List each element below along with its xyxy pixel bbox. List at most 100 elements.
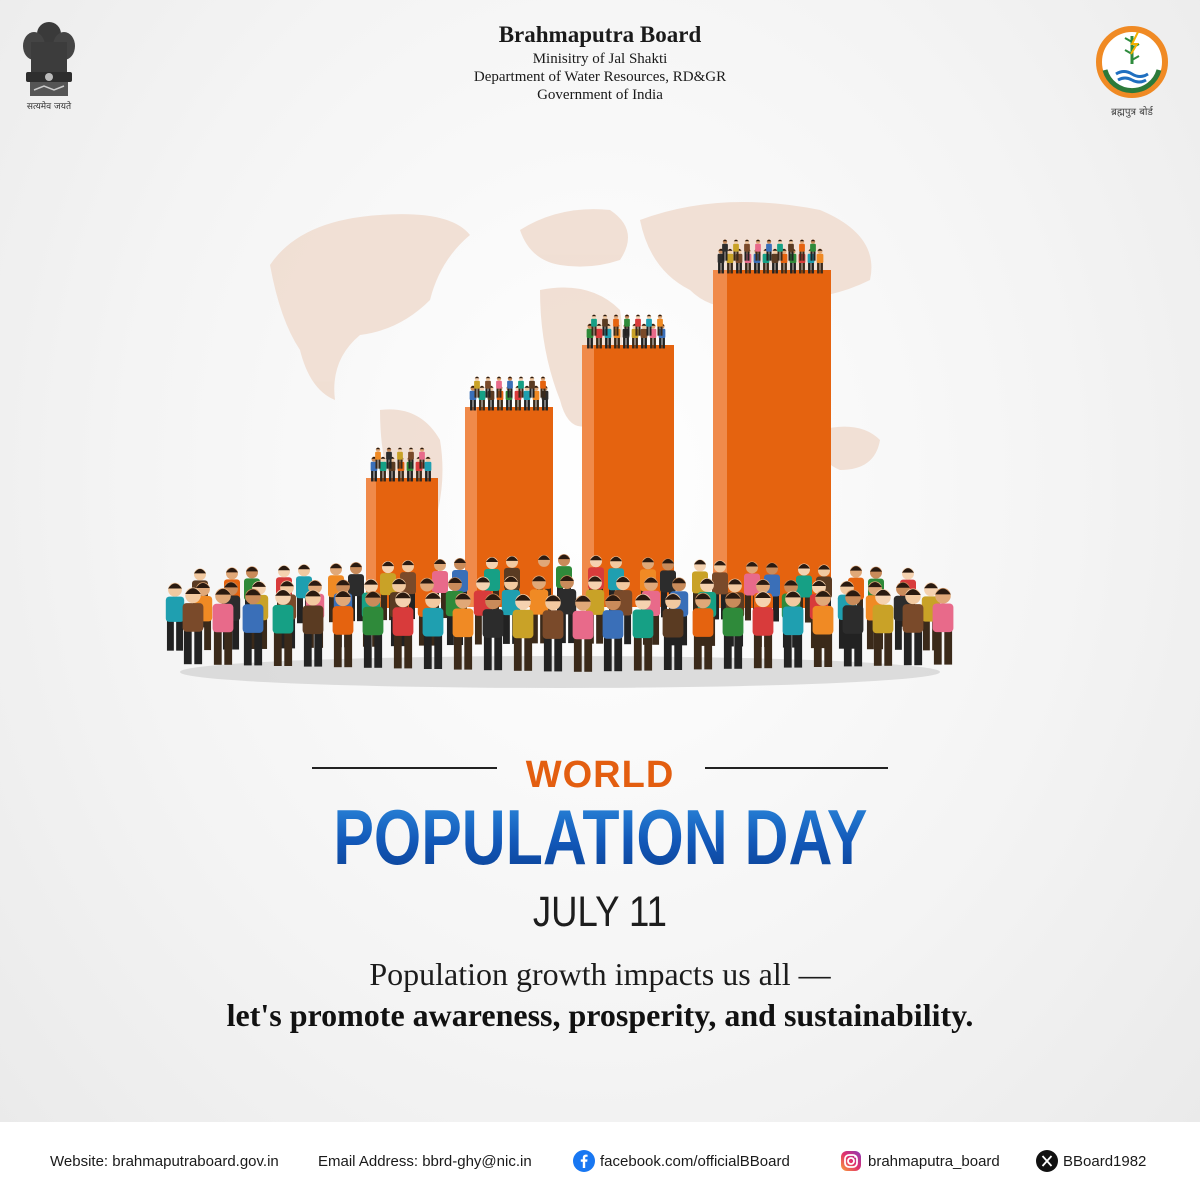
logo-caption: ब्रह्मपुत्र बोर्ड bbox=[1111, 107, 1153, 118]
divider-left bbox=[312, 767, 497, 769]
person-figure bbox=[812, 590, 834, 667]
bar-1-shade bbox=[366, 478, 376, 608]
person-figure bbox=[474, 376, 480, 398]
person-figure bbox=[518, 376, 524, 398]
person-figure bbox=[424, 456, 432, 482]
person-figure bbox=[755, 239, 761, 261]
person-figure bbox=[542, 594, 564, 672]
person-figure bbox=[478, 385, 486, 411]
bar-2-shade bbox=[465, 407, 477, 607]
population-illustration bbox=[165, 202, 954, 688]
person-figure bbox=[419, 447, 425, 469]
person-figure bbox=[165, 582, 185, 651]
person-figure bbox=[764, 562, 780, 622]
tagline-line-1: Population growth impacts us all — bbox=[369, 956, 831, 992]
person-figure bbox=[788, 239, 794, 261]
person-figure bbox=[507, 376, 513, 398]
world-label: WORLD bbox=[525, 754, 675, 796]
population-day-headline: POPULATION DAY bbox=[332, 793, 868, 881]
emblem-caption: सत्यमेव जयते bbox=[26, 102, 72, 112]
person-figure bbox=[591, 314, 597, 336]
person-figure bbox=[872, 589, 894, 666]
person-figure bbox=[717, 248, 725, 274]
person-figure bbox=[572, 595, 594, 672]
person-figure bbox=[902, 588, 924, 666]
person-figure bbox=[362, 591, 384, 668]
person-figure bbox=[422, 592, 444, 669]
date-wrap: JULY 11 bbox=[0, 888, 1200, 936]
tagline-line-2: let's promote awareness, prosperity, and… bbox=[226, 997, 974, 1033]
government-line: Government of India bbox=[537, 87, 663, 103]
person-figure bbox=[242, 588, 264, 666]
person-figure bbox=[657, 314, 663, 336]
person-figure bbox=[932, 587, 954, 665]
person-figure bbox=[733, 239, 739, 261]
department-line: Department of Water Resources, RD&GR bbox=[473, 69, 727, 85]
person-figure bbox=[392, 591, 414, 669]
bar-4 bbox=[713, 270, 831, 608]
headline-wrap: POPULATION DAY bbox=[0, 794, 1200, 880]
national-emblem-icon bbox=[23, 22, 75, 96]
person-figure bbox=[752, 591, 774, 669]
person-figure bbox=[624, 314, 630, 336]
person-figure bbox=[182, 587, 204, 665]
person-figure bbox=[595, 323, 603, 349]
email-link[interactable]: Email Address: bbrd-ghy@nic.in bbox=[318, 1153, 532, 1170]
instagram-icon[interactable] bbox=[840, 1150, 862, 1172]
person-figure bbox=[496, 376, 502, 398]
bar-3-shade bbox=[582, 345, 594, 607]
person-figure bbox=[613, 314, 619, 336]
person-figure bbox=[646, 314, 652, 336]
person-figure bbox=[302, 589, 324, 667]
website-link[interactable]: Website: brahmaputraboard.gov.in bbox=[50, 1153, 279, 1170]
instagram-link[interactable]: brahmaputra_board bbox=[868, 1153, 1000, 1170]
footer-bar: Website: brahmaputraboard.gov.in Email A… bbox=[0, 1122, 1200, 1200]
organization-title: Brahmaputra Board bbox=[498, 22, 702, 47]
person-figure bbox=[408, 447, 414, 469]
person-figure bbox=[799, 239, 805, 261]
person-figure bbox=[482, 593, 504, 671]
person-figure bbox=[744, 239, 750, 261]
bar-4-shade bbox=[713, 270, 727, 608]
person-figure bbox=[512, 594, 534, 671]
person-figure bbox=[602, 594, 624, 672]
facebook-icon[interactable] bbox=[573, 1150, 595, 1172]
person-figure bbox=[771, 248, 779, 274]
person-figure bbox=[375, 447, 381, 469]
person-figure bbox=[540, 376, 546, 398]
crowd-people-icon bbox=[165, 554, 954, 672]
person-figure bbox=[272, 589, 294, 666]
person-figure bbox=[726, 248, 734, 274]
person-figure bbox=[777, 239, 783, 261]
person-figure bbox=[332, 590, 354, 668]
person-figure bbox=[212, 588, 234, 665]
person-figure bbox=[722, 592, 744, 669]
x-link[interactable]: BBoard1982 bbox=[1063, 1153, 1147, 1170]
brahmaputra-board-logo-icon bbox=[1096, 26, 1168, 98]
person-figure bbox=[782, 590, 804, 668]
person-figure bbox=[766, 239, 772, 261]
person-figure bbox=[523, 385, 531, 411]
person-figure bbox=[722, 239, 728, 261]
person-figure bbox=[635, 314, 641, 336]
people-on-bars-icon bbox=[370, 239, 824, 482]
divider-right bbox=[705, 767, 888, 769]
person-figure bbox=[810, 239, 816, 261]
person-figure bbox=[602, 314, 608, 336]
person-figure bbox=[632, 593, 654, 671]
person-figure bbox=[452, 592, 474, 670]
x-twitter-icon[interactable] bbox=[1036, 1150, 1058, 1172]
person-figure bbox=[816, 248, 824, 274]
event-date: JULY 11 bbox=[532, 888, 668, 936]
person-figure bbox=[796, 563, 812, 623]
person-figure bbox=[485, 376, 491, 398]
person-figure bbox=[640, 323, 648, 349]
person-figure bbox=[397, 447, 403, 469]
facebook-link[interactable]: facebook.com/officialBBoard bbox=[600, 1153, 790, 1170]
header: Brahmaputra Board Minisitry of Jal Shakt… bbox=[0, 20, 1200, 104]
person-figure bbox=[662, 593, 684, 670]
person-figure bbox=[692, 592, 714, 670]
person-figure bbox=[379, 456, 387, 482]
ministry-line: Minisitry of Jal Shakti bbox=[532, 51, 668, 67]
person-figure bbox=[842, 589, 864, 667]
